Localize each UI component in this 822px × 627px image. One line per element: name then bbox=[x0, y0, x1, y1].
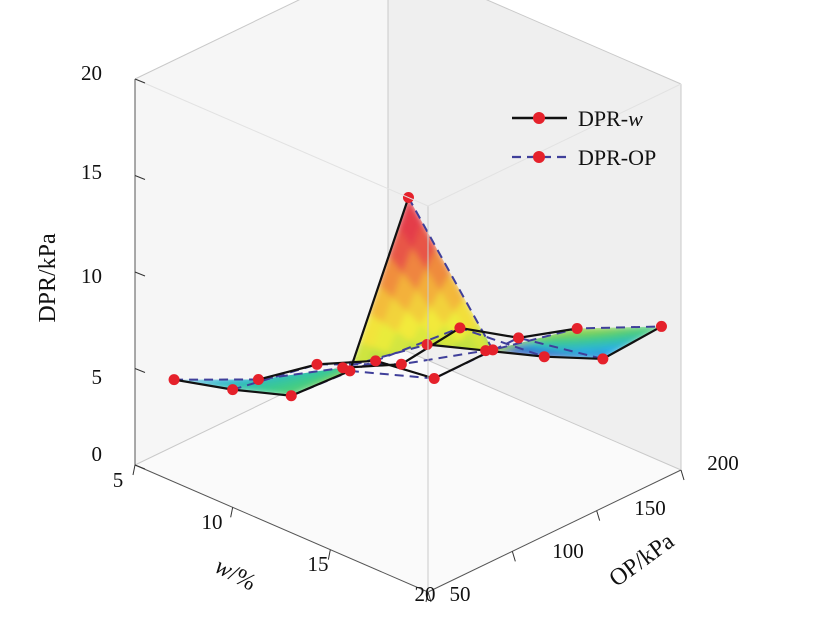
z-tick-20 bbox=[134, 78, 146, 84]
box-edge-top-front bbox=[134, 78, 429, 207]
data-point-w16-op150 bbox=[513, 332, 525, 344]
x-tick-20 bbox=[425, 591, 429, 603]
data-point-w7-op50 bbox=[168, 374, 180, 386]
x-tick-label-15: 15 bbox=[308, 552, 329, 576]
back-pane-left bbox=[135, 0, 388, 465]
z-tick-label-15: 15 bbox=[81, 160, 102, 184]
data-point-w13-op50 bbox=[285, 390, 297, 402]
data-point-w13-op100 bbox=[370, 355, 382, 367]
legend-label-dpr-w: DPR-w bbox=[578, 106, 643, 131]
z-tick-10 bbox=[134, 271, 146, 277]
dpr-op-line-w19 bbox=[407, 197, 662, 352]
z-tick-label-20: 20 bbox=[81, 61, 102, 85]
dpr-op-line-w10 bbox=[232, 349, 486, 391]
x-tick-label-20: 20 bbox=[415, 582, 436, 606]
z-tick-5 bbox=[134, 368, 146, 373]
data-point-w16-op100 bbox=[428, 373, 440, 385]
legend-item-dpr-w: DPR-w bbox=[512, 106, 643, 131]
y-tick-label-100: 100 bbox=[552, 539, 584, 563]
w-axis-line bbox=[134, 464, 429, 593]
x-tick-5 bbox=[132, 464, 136, 476]
legend-marker-dpr-op bbox=[533, 151, 545, 163]
x-tick-10 bbox=[230, 507, 234, 518]
x-axis-title: w/% bbox=[210, 553, 260, 596]
legend-item-dpr-op: DPR-OP bbox=[512, 145, 656, 170]
data-point-w19-op100 bbox=[487, 344, 499, 356]
legend-label-dpr-w-prefix: DPR- bbox=[578, 106, 628, 131]
op-axis-line bbox=[427, 469, 682, 593]
y-tick-label-200: 200 bbox=[707, 451, 739, 475]
x-tick-label-5: 5 bbox=[113, 468, 124, 492]
legend-marker-dpr-w bbox=[533, 112, 545, 124]
legend-label-dpr-w-var: w bbox=[628, 106, 643, 131]
y-tick-label-150: 150 bbox=[634, 496, 666, 520]
legend: DPR-w DPR-OP bbox=[512, 106, 656, 170]
data-point-w16-op200 bbox=[597, 353, 609, 365]
z-tick-labels: 0 5 10 15 20 bbox=[81, 61, 102, 466]
dpr-op-line-w7 bbox=[174, 343, 428, 381]
z-tick-label-10: 10 bbox=[81, 264, 102, 288]
z-tick-label-0: 0 bbox=[92, 442, 103, 466]
z-tick-0 bbox=[134, 464, 146, 470]
data-point-w7-op100 bbox=[252, 374, 264, 386]
box-edge-top-left bbox=[134, 0, 300, 80]
box-edge-floor-back bbox=[387, 342, 682, 471]
y-tick-labels: 50 100 150 200 bbox=[450, 451, 739, 606]
floor-pane bbox=[135, 343, 681, 592]
data-point-w10-op100 bbox=[311, 358, 323, 370]
legend-label-dpr-op: DPR-OP bbox=[578, 145, 656, 170]
x-tick-labels: 5 10 15 20 bbox=[113, 468, 436, 606]
y-tick-150 bbox=[596, 510, 601, 521]
y-tick-label-50: 50 bbox=[450, 582, 471, 606]
box-edge-top-back bbox=[427, 83, 682, 207]
z-tick-label-5: 5 bbox=[92, 365, 103, 389]
x-tick-15 bbox=[327, 549, 331, 560]
data-points bbox=[168, 192, 667, 402]
data-point-w13-op150 bbox=[454, 322, 466, 334]
z-tick-15 bbox=[134, 175, 146, 180]
data-point-w16-op50 bbox=[344, 365, 356, 377]
y-tick-200 bbox=[680, 469, 685, 481]
data-point-w10-op150 bbox=[395, 358, 407, 370]
data-point-w7-op200 bbox=[421, 338, 433, 350]
data-point-w19-op150 bbox=[571, 323, 583, 334]
axes-box-front bbox=[134, 78, 682, 593]
x-tick-label-10: 10 bbox=[202, 510, 223, 534]
y-tick-100 bbox=[511, 551, 516, 562]
axis-ticks bbox=[132, 78, 685, 603]
y-tick-50 bbox=[427, 591, 432, 603]
z-axis-title: DPR/kPa bbox=[35, 233, 61, 323]
data-point-w13-op200 bbox=[538, 351, 550, 363]
box-edge-top-right bbox=[485, 0, 682, 85]
y-axis-title: OP/kPa bbox=[605, 528, 680, 592]
data-point-w10-op50 bbox=[227, 384, 239, 396]
data-point-w19-op200 bbox=[655, 320, 667, 332]
